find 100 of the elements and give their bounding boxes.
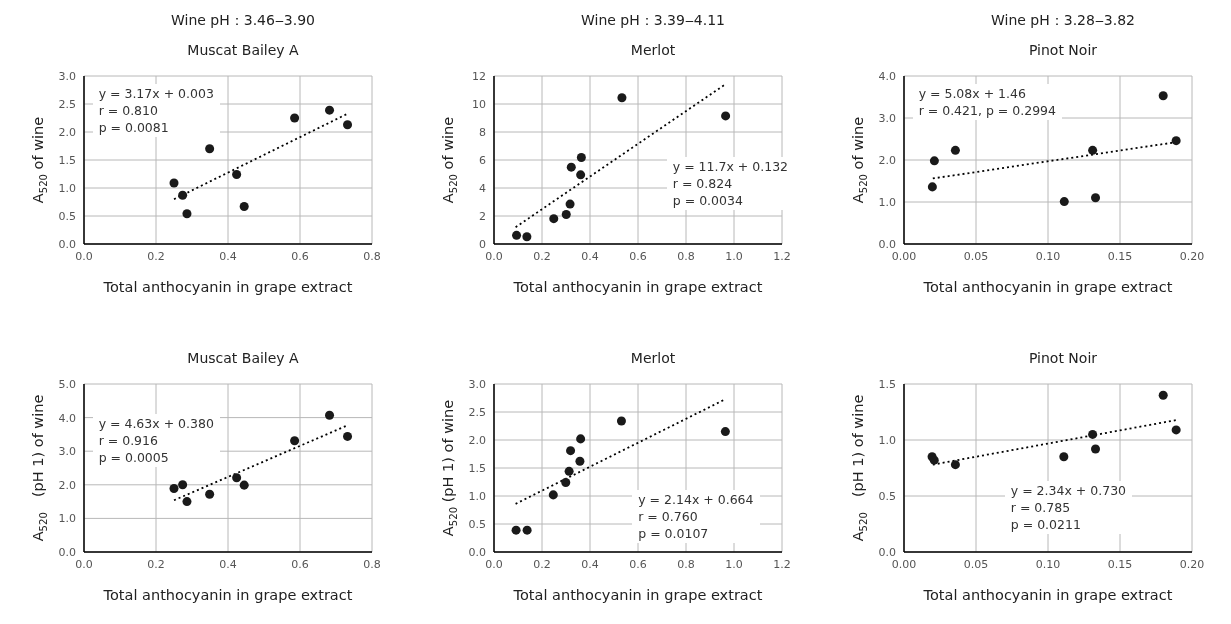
point xyxy=(720,427,730,437)
x-tick-label: 0.05 xyxy=(963,557,989,571)
y-tick-label: 4.0 xyxy=(58,411,76,425)
x-axis-title: Total anthocyanin in grape extract xyxy=(922,587,1173,603)
point xyxy=(290,113,300,123)
x-tick-label: 0.4 xyxy=(581,557,599,571)
chart-title: Wine pH：3.46‒3.90 xyxy=(170,11,316,30)
x-tick-label: 0.6 xyxy=(629,249,647,263)
y-tick-label: 0.0 xyxy=(58,545,76,559)
y-tick-label: 12 xyxy=(472,69,486,83)
point xyxy=(561,209,571,219)
annotation: p = 0.0034 xyxy=(672,191,744,209)
point xyxy=(1091,193,1101,203)
point xyxy=(929,156,939,166)
annotation: y = 5.08x + 1.46 xyxy=(918,85,1027,103)
y-tick-label: 3.0 xyxy=(58,69,76,83)
point xyxy=(950,145,960,155)
y-tick-label: 0.0 xyxy=(878,545,896,559)
y-tick-label: 2.0 xyxy=(468,433,486,447)
x-tick-label: 0.15 xyxy=(1107,557,1133,571)
point xyxy=(1091,444,1101,454)
y-tick-label: 3.0 xyxy=(468,377,486,391)
point xyxy=(1059,452,1069,462)
x-tick-label: 1.2 xyxy=(773,249,791,263)
annotation: r = 0.785 xyxy=(1010,499,1072,517)
y-tick-label: 1.0 xyxy=(58,181,76,195)
y-tick-label: 1.0 xyxy=(58,512,76,526)
x-tick-label: 0.2 xyxy=(147,249,165,263)
annotation: y = 2.34x + 0.730 xyxy=(1010,482,1127,500)
x-tick-label: 0.10 xyxy=(1035,557,1061,571)
point xyxy=(325,410,335,420)
x-tick-label: 1.2 xyxy=(773,557,791,571)
x-tick-label: 0.2 xyxy=(147,557,165,571)
y-tick-label: 1.5 xyxy=(468,461,486,475)
y-tick-label: 2.0 xyxy=(878,153,896,167)
x-tick-label: 0.20 xyxy=(1179,249,1205,263)
x-tick-label: 0.2 xyxy=(533,249,551,263)
annotation: r = 0.810 xyxy=(98,102,159,120)
chart-title: Muscat Bailey A xyxy=(186,349,300,368)
x-tick-label: 0.4 xyxy=(219,557,237,571)
x-tick-label: 0.6 xyxy=(291,249,309,263)
x-axis-title: Total anthocyanin in grape extract xyxy=(922,279,1173,295)
x-tick-label: 1.0 xyxy=(725,249,743,263)
y-tick-label: 0.0 xyxy=(468,545,486,559)
point xyxy=(565,199,575,209)
x-tick-label: 0.00 xyxy=(891,557,917,571)
chart-title: Pinot Noir xyxy=(1027,349,1099,368)
point xyxy=(548,490,558,500)
point xyxy=(1158,390,1168,400)
point xyxy=(1171,425,1181,435)
y-tick-label: 2.0 xyxy=(58,125,76,139)
point xyxy=(182,209,192,219)
annotation: p = 0.0211 xyxy=(1010,516,1082,534)
annotation: r = 0.916 xyxy=(98,432,159,450)
point xyxy=(343,431,353,441)
y-tick-label: 1.0 xyxy=(878,433,896,447)
annotation: y = 3.17x + 0.003 xyxy=(98,85,214,103)
point xyxy=(232,473,242,483)
x-axis-title: Total anthocyanin in grape extract xyxy=(512,279,763,295)
point xyxy=(564,466,574,476)
y-tick-label: 2.0 xyxy=(58,478,76,492)
y-tick-label: 1.0 xyxy=(878,195,896,209)
annotation: y = 11.7x + 0.132 xyxy=(672,157,789,175)
y-tick-label: 4.0 xyxy=(878,69,896,83)
y-tick-label: 3.0 xyxy=(878,111,896,125)
point xyxy=(512,230,522,240)
point xyxy=(522,232,532,242)
point xyxy=(927,182,937,192)
y-tick-label: 0.5 xyxy=(58,209,76,223)
x-tick-label: 0.6 xyxy=(291,557,309,571)
y-tick-label: 10 xyxy=(472,97,486,111)
y-tick-label: 0.0 xyxy=(878,237,896,251)
point xyxy=(1171,136,1181,146)
x-tick-label: 0.00 xyxy=(891,249,917,263)
point xyxy=(522,525,532,535)
point xyxy=(950,460,960,470)
point xyxy=(325,105,335,115)
y-tick-label: 4 xyxy=(479,181,486,195)
point xyxy=(239,480,249,490)
x-axis-title: Total anthocyanin in grape extract xyxy=(102,587,353,603)
point xyxy=(576,170,586,180)
x-tick-label: 0.8 xyxy=(363,249,381,263)
point xyxy=(239,201,249,211)
x-tick-label: 0.15 xyxy=(1107,249,1133,263)
x-tick-label: 0.8 xyxy=(363,557,381,571)
y-tick-label: 1.5 xyxy=(878,377,896,391)
y-tick-label: 6 xyxy=(479,153,486,167)
x-tick-label: 0.8 xyxy=(677,249,695,263)
point xyxy=(721,111,731,121)
point xyxy=(178,480,188,490)
x-tick-label: 0.05 xyxy=(963,249,989,263)
annotation: y = 4.63x + 0.380 xyxy=(98,415,214,433)
point xyxy=(182,497,192,507)
y-tick-label: 1.0 xyxy=(468,489,486,503)
annotation: r = 0.824 xyxy=(672,174,734,192)
y-tick-label: 0.0 xyxy=(58,237,76,251)
chart-subtitle: Merlot xyxy=(629,41,677,60)
annotation: p = 0.0081 xyxy=(98,119,170,137)
point xyxy=(290,436,300,446)
x-tick-label: 0.4 xyxy=(581,249,599,263)
